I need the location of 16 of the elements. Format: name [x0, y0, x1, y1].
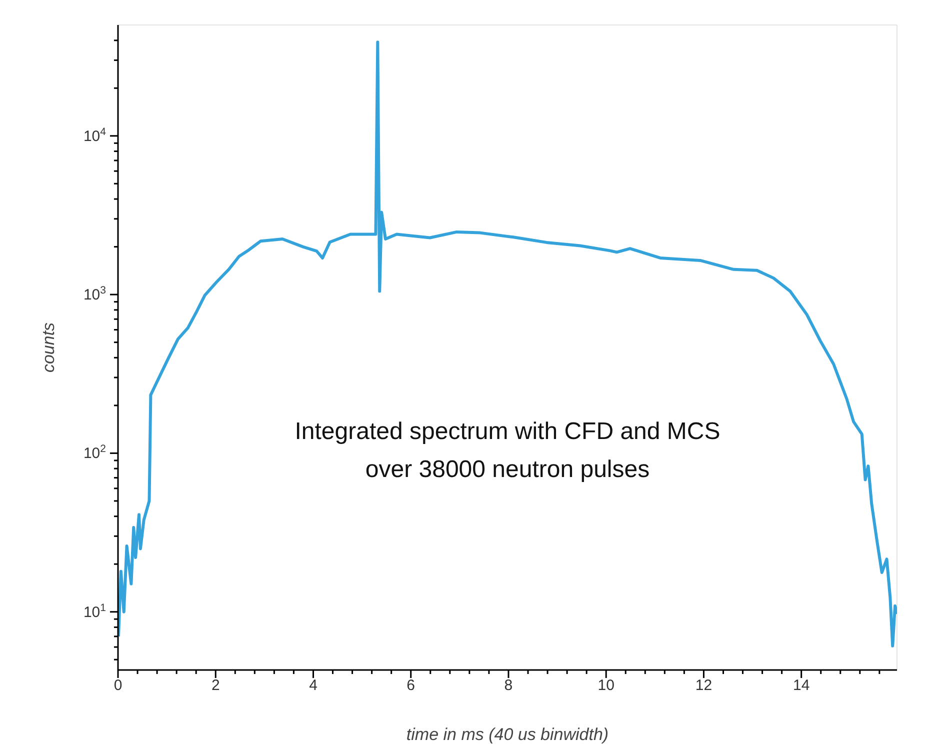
x-tick-label: 4 [309, 677, 318, 694]
x-axis-title: time in ms (40 us binwidth) [406, 725, 609, 744]
x-tick-label: 10 [598, 677, 614, 694]
y-tick-label: 10$^{4}$ [83, 126, 106, 145]
x-tick-label: 2 [211, 677, 220, 694]
annotation: Integrated spectrum with CFD and MCS over 38000 neutron pulses [294, 417, 722, 485]
y-tick-label: 10$^{3}$ [83, 284, 106, 304]
y-tick-label: 10$^{1}$ [83, 602, 106, 621]
x-tick-label: 14 [792, 677, 810, 694]
x-tick-label: 0 [114, 677, 122, 694]
y-tick-label: 10$^{2}$ [83, 443, 106, 462]
x-tick-label: 8 [504, 677, 513, 694]
x-tick-label: 6 [406, 677, 416, 694]
x-tick-label: 12 [695, 677, 712, 694]
y-axis-title: counts [39, 322, 58, 373]
line-series [118, 40, 897, 648]
